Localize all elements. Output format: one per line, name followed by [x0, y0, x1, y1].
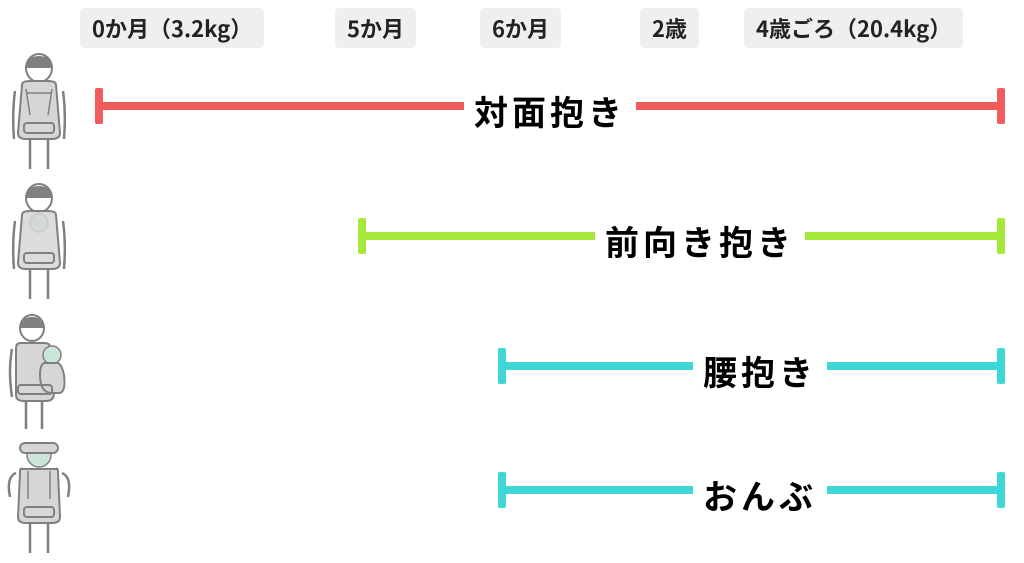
range-label-koshi: 腰抱き [693, 346, 827, 395]
carry-icon-front-outward [0, 178, 78, 306]
range-label-onbu: おんぶ [693, 470, 827, 519]
row-koshi: 腰抱き [0, 308, 1024, 436]
row-onbu: おんぶ [0, 432, 1024, 560]
carry-icon-front-inward [0, 48, 78, 176]
row-taimen: 対面抱き [0, 48, 1024, 176]
row-maemuki: 前向き抱き [0, 178, 1024, 306]
age-label-2y: 2歳 [640, 8, 699, 48]
range-label-taimen: 対面抱き [464, 86, 636, 135]
age-label-5m: 5か月 [335, 8, 416, 48]
age-label-6m: 6か月 [480, 8, 561, 48]
carry-icon-hip [0, 308, 78, 436]
carry-icon-back [0, 432, 78, 560]
age-label-4y: 4歳ごろ（20.4kg） [744, 8, 963, 48]
range-label-maemuki: 前向き抱き [595, 216, 805, 265]
age-label-0m: 0か月（3.2kg） [80, 8, 264, 48]
